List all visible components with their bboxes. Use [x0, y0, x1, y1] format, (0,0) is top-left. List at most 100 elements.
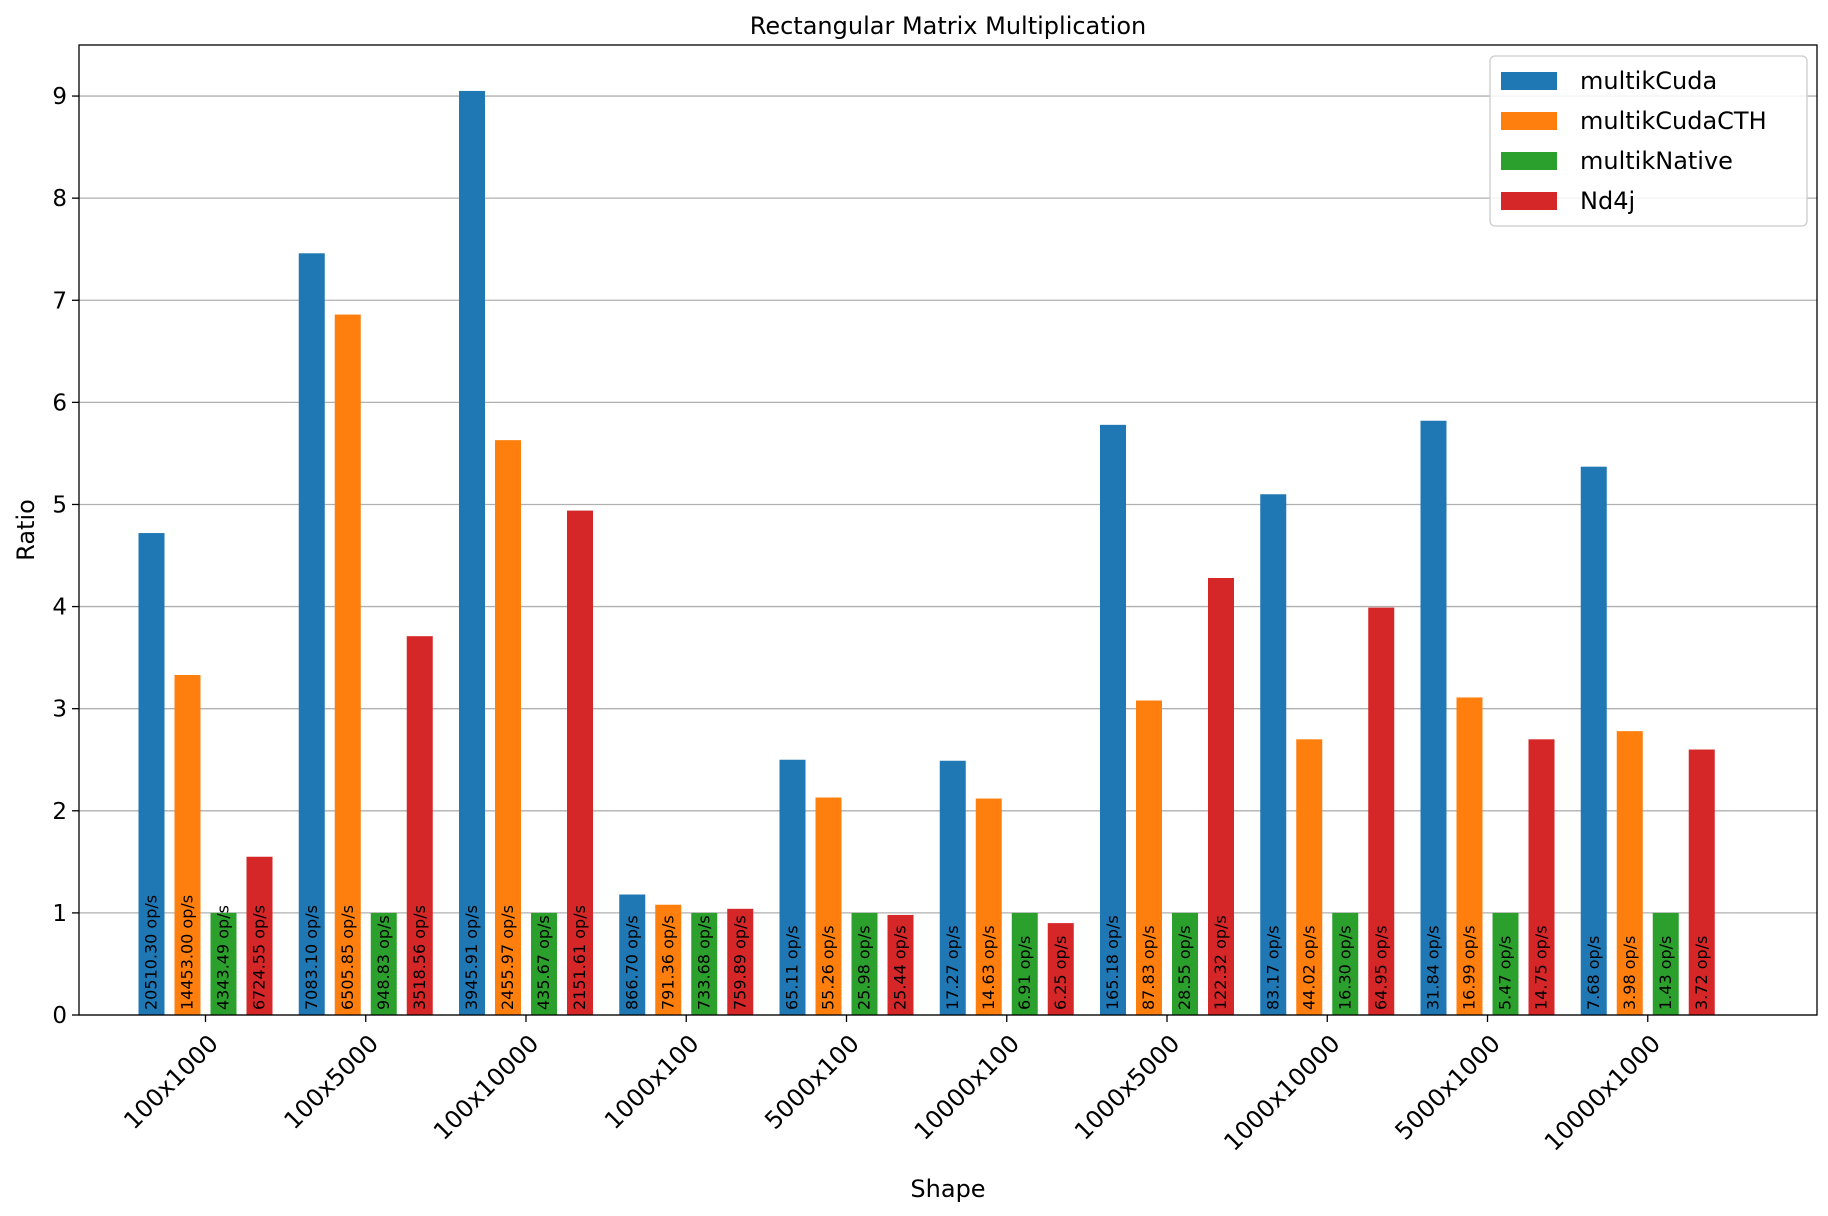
y-axis-ticks: 0 1 2 3 4 5 6 7 8 9 — [52, 84, 79, 1029]
bar-value-label: 3945.91 op/s — [462, 905, 481, 1010]
bar-value-label: 759.89 op/s — [730, 915, 749, 1010]
bar-value-label: 16.99 op/s — [1460, 925, 1479, 1010]
bar-multikCuda-1000x100 — [619, 894, 646, 1015]
bar-value-label: 733.68 op/s — [694, 915, 713, 1010]
bar-multikCuda-5000x1000 — [1420, 420, 1447, 1015]
y-tick-label: 9 — [52, 84, 67, 110]
bar-value-label: 1.43 op/s — [1656, 936, 1675, 1010]
bar-value-label: 25.44 op/s — [891, 925, 910, 1010]
bar-multikCudaCTH-100x5000 — [334, 314, 361, 1016]
bar-value-label: 165.18 op/s — [1103, 915, 1122, 1010]
y-tick-label: 7 — [52, 288, 67, 314]
bar-value-label: 435.67 op/s — [534, 915, 553, 1010]
bar-Nd4j-100x5000 — [406, 636, 433, 1015]
bar-Nd4j-5000x1000 — [1528, 739, 1555, 1015]
bar-multikCuda-10000x1000 — [1580, 466, 1607, 1016]
y-tick-label: 5 — [52, 492, 67, 518]
bar-value-label: 3.98 op/s — [1620, 936, 1639, 1010]
bar-value-label: 122.32 op/s — [1211, 915, 1230, 1010]
bar-multikNative-10000x100 — [1011, 912, 1038, 1015]
bar-value-label: 16.30 op/s — [1335, 925, 1354, 1010]
y-tick-label: 4 — [52, 595, 67, 621]
bar-Nd4j-5000x100 — [887, 914, 914, 1015]
bar-value-label: 44.02 op/s — [1299, 925, 1318, 1010]
bar-Nd4j-1000x10000 — [1368, 607, 1395, 1015]
bar-value-label: 6.25 op/s — [1051, 936, 1070, 1010]
chart-title: Rectangular Matrix Multiplication — [750, 12, 1147, 40]
bar-value-label: 14.75 op/s — [1532, 925, 1551, 1010]
bar-multikCudaCTH-100x10000 — [495, 440, 521, 1016]
legend-label: multikCuda — [1580, 67, 1717, 95]
bar-value-label: 2151.61 op/s — [570, 905, 589, 1010]
bar-Nd4j-1000x100 — [727, 908, 754, 1015]
bar-multikCudaCTH-1000x10000 — [1296, 739, 1323, 1015]
bar-multikCudaCTH-5000x1000 — [1456, 697, 1483, 1015]
bar-value-label: 83.17 op/s — [1263, 925, 1282, 1010]
bar-value-label: 64.95 op/s — [1371, 925, 1390, 1010]
y-tick-label: 2 — [52, 799, 67, 825]
bar-Nd4j-1000x5000 — [1208, 577, 1234, 1015]
bar-value-label: 6724.55 op/s — [250, 905, 269, 1010]
legend-swatch — [1501, 72, 1557, 90]
bar-Nd4j-100x1000 — [246, 856, 273, 1015]
bar-multikCudaCTH-5000x100 — [815, 797, 842, 1015]
bar-multikCuda-10000x100 — [939, 760, 966, 1015]
x-axis-label: Shape — [910, 1175, 985, 1203]
bar-multikNative-100x10000 — [531, 912, 557, 1015]
bar-value-label: 31.84 op/s — [1424, 925, 1443, 1010]
bar-multikNative-10000x1000 — [1652, 912, 1679, 1015]
plot-frame — [78, 44, 1818, 1016]
bar-value-label: 6.91 op/s — [1015, 936, 1034, 1010]
bar-value-label: 4343.49 op/s — [214, 905, 233, 1010]
bar-Nd4j-10000x100 — [1047, 923, 1074, 1015]
bar-multikCuda-1000x10000 — [1260, 494, 1287, 1015]
legend-swatch — [1501, 192, 1557, 210]
bar-value-label: 25.98 op/s — [855, 925, 874, 1010]
bar-value-label: 866.70 op/s — [622, 915, 641, 1010]
bar-value-label: 14.63 op/s — [979, 925, 998, 1010]
bar-value-label: 7.68 op/s — [1584, 936, 1603, 1010]
y-tick-label: 6 — [52, 390, 67, 416]
bar-multikCuda-100x10000 — [459, 90, 485, 1015]
bar-Nd4j-10000x1000 — [1688, 749, 1715, 1015]
legend-label: Nd4j — [1580, 187, 1635, 215]
legend-swatch — [1501, 152, 1557, 170]
legend-label: multikNative — [1580, 147, 1733, 175]
y-tick-label: 3 — [52, 697, 67, 723]
bar-value-label: 7083.10 op/s — [302, 905, 321, 1010]
bar-value-label: 5.47 op/s — [1496, 936, 1515, 1010]
bar-value-label: 55.26 op/s — [819, 925, 838, 1010]
bar-value-labels: 20510.30 op/s 14453.00 op/s 4343.49 op/s 67… — [142, 895, 1711, 1010]
bar-multikNative-100x5000 — [370, 912, 397, 1015]
bar-value-label: 20510.30 op/s — [142, 895, 161, 1010]
y-axis-label: Ratio — [12, 499, 40, 561]
bar-multikNative-1000x10000 — [1332, 912, 1359, 1015]
bar-multikCuda-100x1000 — [138, 533, 165, 1015]
bar-multikNative-1000x100 — [691, 912, 718, 1015]
legend-label: multikCudaCTH — [1580, 107, 1767, 135]
bar-multikCudaCTH-10000x1000 — [1616, 731, 1643, 1015]
legend-box — [1489, 55, 1808, 227]
bar-value-label: 28.55 op/s — [1175, 925, 1194, 1010]
bar-value-label: 6505.85 op/s — [338, 905, 357, 1010]
y-tick-label: 0 — [52, 1003, 67, 1029]
y-tick-label: 1 — [52, 901, 67, 927]
bar-value-label: 65.11 op/s — [783, 925, 802, 1010]
legend-swatch — [1501, 112, 1557, 130]
bar-value-label: 791.36 op/s — [658, 915, 677, 1010]
bar-value-label: 87.83 op/s — [1139, 925, 1158, 1010]
bar-multikCuda-1000x5000 — [1100, 424, 1126, 1016]
bar-multikCuda-5000x100 — [779, 759, 806, 1015]
bar-value-label: 14453.00 op/s — [178, 895, 197, 1010]
y-tick-label: 8 — [52, 186, 67, 212]
bar-multikCudaCTH-10000x100 — [975, 798, 1002, 1015]
bar-value-label: 3518.56 op/s — [410, 905, 429, 1010]
bar-Nd4j-100x10000 — [567, 510, 593, 1015]
bar-multikNative-5000x1000 — [1492, 912, 1519, 1015]
bar-value-label: 948.83 op/s — [374, 915, 393, 1010]
legend: multikCuda multikCudaCTH multikNative Nd4j — [1489, 55, 1808, 227]
bar-multikNative-5000x100 — [851, 912, 878, 1015]
bar-multikNative-100x1000 — [210, 912, 237, 1015]
bar-value-label: 3.72 op/s — [1692, 936, 1711, 1010]
